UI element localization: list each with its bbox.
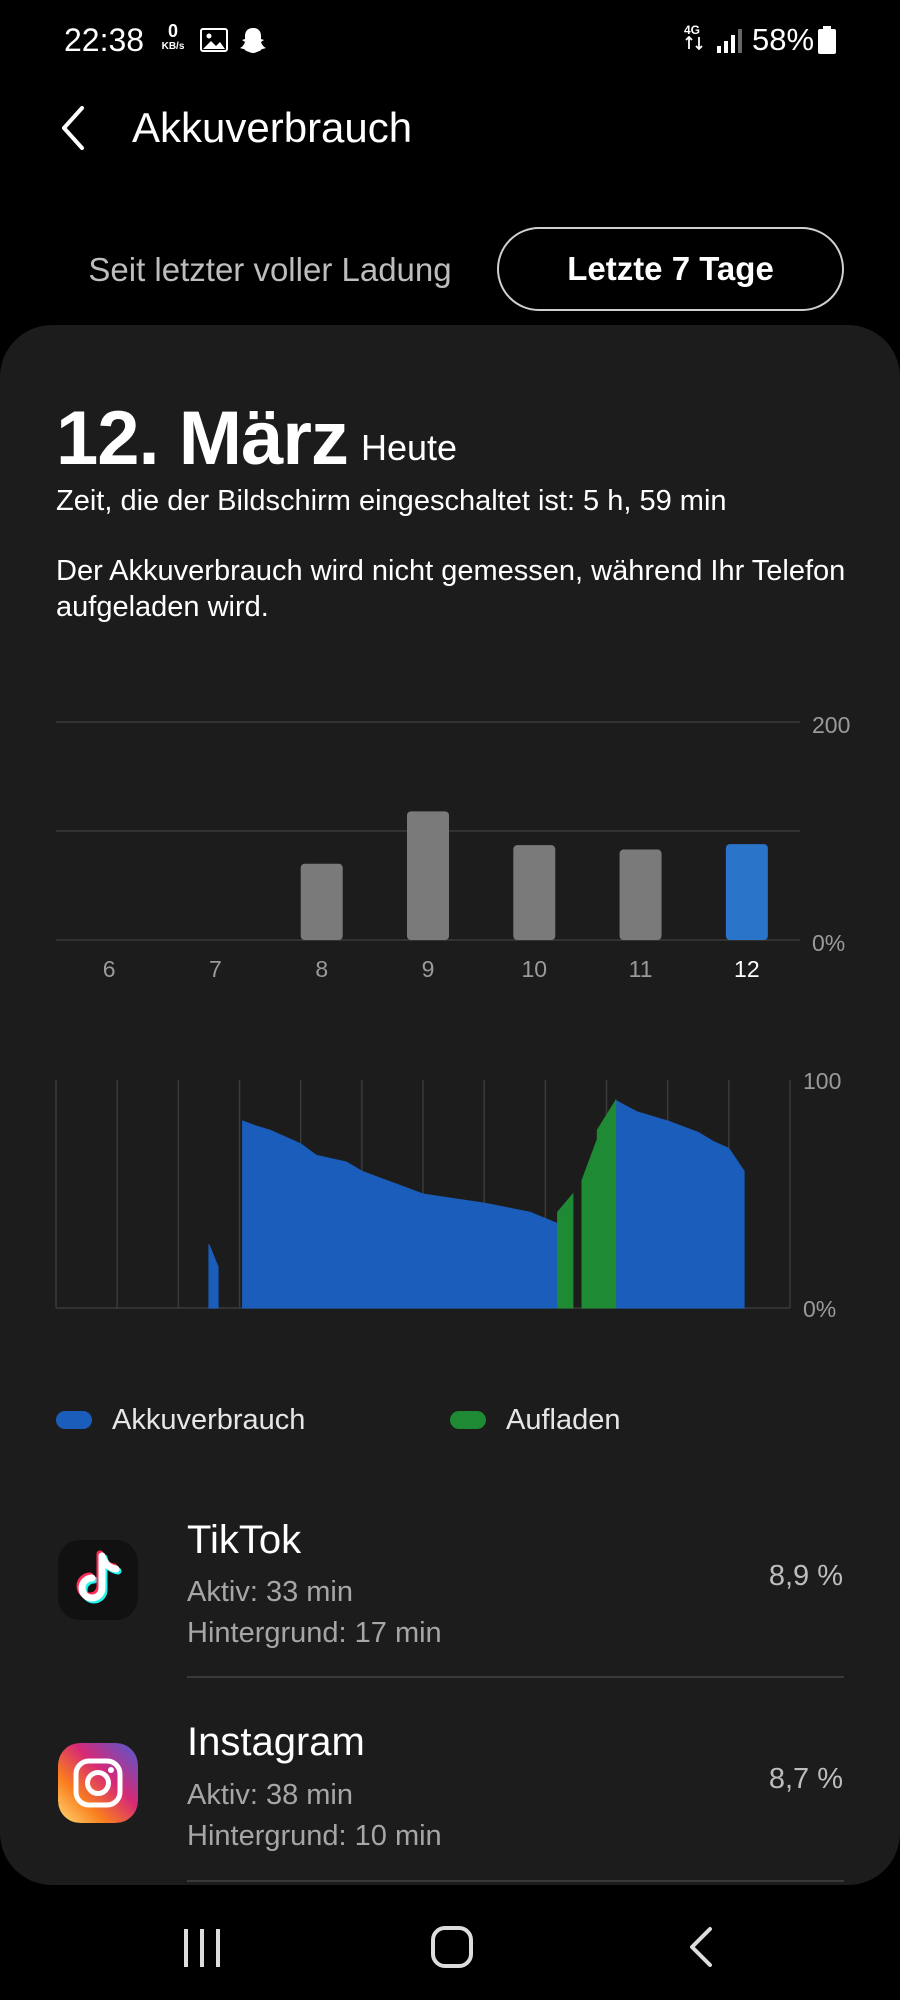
legend-label-usage: Akkuverbrauch [112,1403,306,1436]
charging-note: Der Akkuverbrauch wird nicht gemessen, w… [56,555,846,623]
signal-icon [717,29,742,53]
battery-percent: 58% [752,22,815,57]
app-name: Instagram [187,1720,365,1764]
bar-x-tick-label: 6 [103,956,116,982]
divider [187,1880,844,1882]
usage-area [615,1099,745,1309]
screen-time-text: Zeit, die der Bildschirm eingeschaltet i… [56,485,727,517]
bar [407,811,449,940]
navigation-bar [0,1895,900,2000]
bar-x-tick-label: 8 [315,956,328,982]
bar-x-tick-label: 9 [422,956,435,982]
bar [725,844,768,940]
charging-area [557,1192,574,1309]
tab-since-full-charge[interactable]: Seit letzter voller Ladung [70,230,470,310]
back-arrow-icon[interactable] [56,104,92,152]
bar-x-tick-label: 11 [629,956,653,982]
app-usage-percent: 8,7 % [768,1763,843,1795]
area-y-tick-label: 100 [803,1068,841,1094]
legend-item-usage: Akkuverbrauch [56,1400,305,1440]
data-arrows-icon [685,36,703,50]
legend-label-charging: Aufladen [506,1403,621,1436]
bar [619,849,662,940]
app-active-time: Aktiv: 38 min [187,1779,353,1811]
app-background-time: Hintergrund: 17 min [187,1617,442,1649]
bar-x-tick-label: 10 [521,956,547,982]
usage-area [208,1244,219,1309]
battery-icon [818,26,836,54]
app-row-instagram[interactable]: Instagram Aktiv: 38 min Hintergrund: 10 … [0,1705,900,1885]
divider [187,1676,844,1678]
today-label: Heute [361,427,458,468]
app-row-tiktok[interactable]: TikTok Aktiv: 33 min Hintergrund: 17 min… [0,1500,900,1700]
bar [300,863,343,940]
legend-item-charging: Aufladen [450,1400,621,1440]
status-bar: 22:38 0 KB/s 4G 58% [0,0,900,80]
bar-x-tick-label: 7 [209,956,222,982]
charging-area [581,1139,598,1309]
usage-area [242,1120,559,1309]
home-icon[interactable] [430,1925,474,1969]
snapchat-icon [240,28,266,53]
usage-card: 12. März Heute Zeit, die der Bildschirm … [0,325,900,1885]
tiktok-icon [58,1540,138,1620]
tab-last-7-days[interactable]: Letzte 7 Tage [497,227,844,311]
legend-swatch-usage [56,1411,92,1429]
recent-apps-icon[interactable] [180,1927,224,1969]
app-background-time: Hintergrund: 10 min [187,1820,442,1852]
network-speed-value: 0 [167,21,178,41]
area-y-tick-label: 0% [803,1296,836,1322]
instagram-icon [58,1743,138,1823]
network-speed-unit: KB/s [161,41,185,52]
status-time: 22:38 [64,22,145,58]
bar-y-tick-label: 0% [812,930,845,956]
legend-swatch-charging [450,1411,486,1429]
back-icon[interactable] [686,1925,716,1969]
network-type: 4G [684,24,706,50]
selected-date: 12. März [56,396,349,481]
app-active-time: Aktiv: 33 min [187,1576,353,1608]
bar-x-tick-label: 12 [734,956,760,982]
charging-area [596,1098,617,1309]
app-name: TikTok [187,1518,302,1562]
app-usage-percent: 8,9 % [768,1560,843,1592]
bar [513,845,556,940]
bar-y-tick-label: 200 [812,712,850,738]
network-speed: 0 KB/s [156,22,190,52]
page-title: Akkuverbrauch [132,104,413,151]
gallery-icon [200,28,228,52]
